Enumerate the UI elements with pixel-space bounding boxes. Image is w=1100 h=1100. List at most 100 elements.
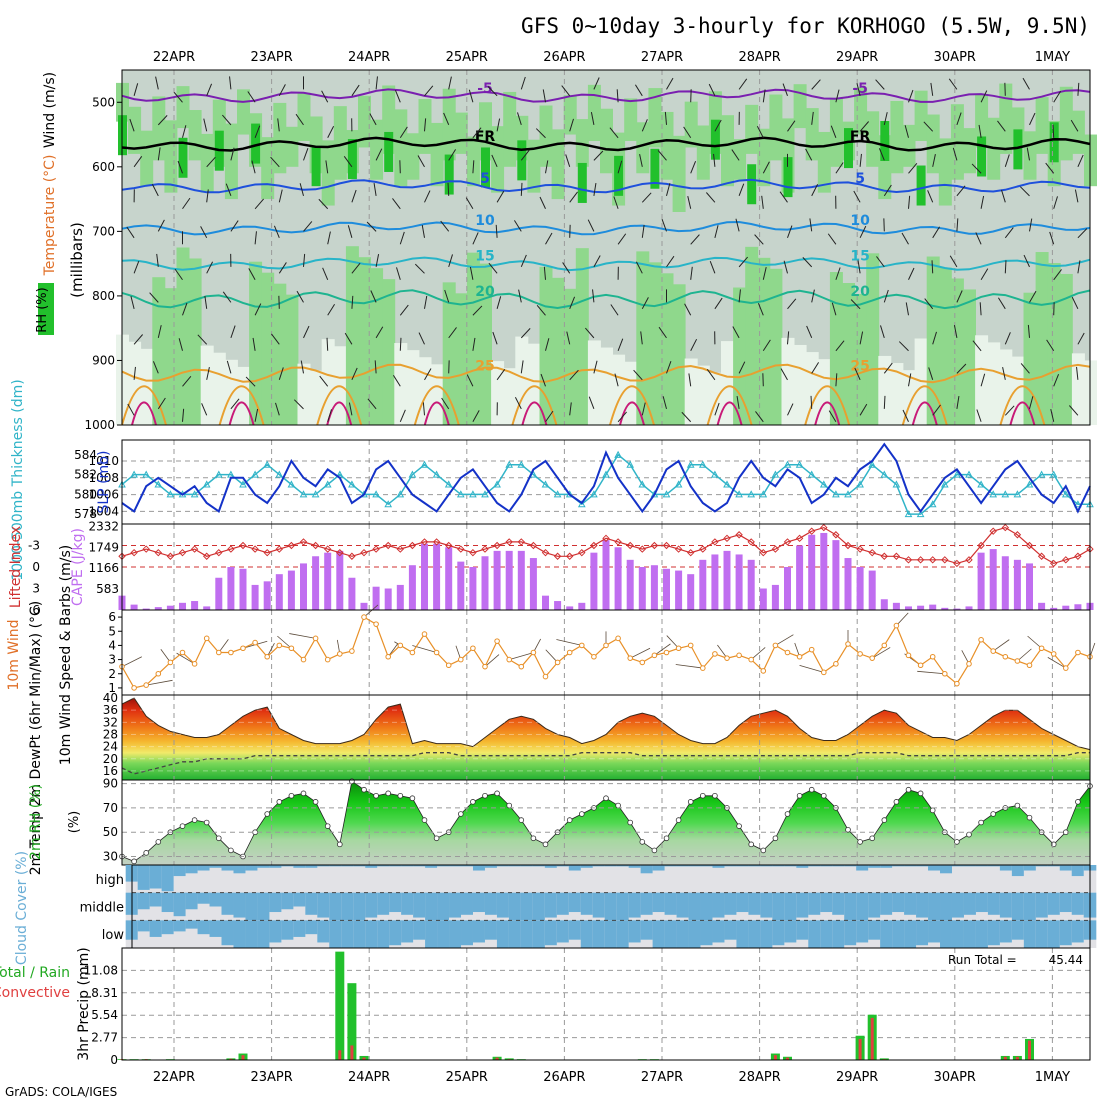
cloud-cell-bg-0 <box>508 865 522 893</box>
wind-barb <box>948 78 958 90</box>
cloud-cell-bg-0 <box>856 865 869 893</box>
isotherm-0 <box>121 88 1091 103</box>
rh-moist-band <box>479 102 492 161</box>
cloud-level-0: high <box>96 873 124 888</box>
wind-barb-10m-74 <box>1017 648 1032 662</box>
lifted-index-point-45 <box>662 541 671 550</box>
rh-point-48 <box>699 792 706 799</box>
cloud-cover-middle-63 <box>880 892 893 915</box>
wind-barb <box>157 115 168 126</box>
wind-barb <box>296 290 304 303</box>
wind-barb <box>151 184 159 197</box>
pressure-axis-title: (millibars) <box>68 222 86 298</box>
wind-barb <box>399 126 408 139</box>
cross-section-panel: 500 600 700 800 900 1000 -5 -5 FR FR 5 5 10 10 15 15 20 2… <box>35 69 1097 432</box>
wind-barb <box>394 90 401 103</box>
wind-barb <box>399 409 406 422</box>
date-label-bottom-2: 24APR <box>348 1070 390 1085</box>
wind-barb <box>545 338 550 351</box>
date-label-bottom-5: 27APR <box>641 1070 683 1085</box>
rh-point-11 <box>252 829 258 836</box>
cloud-cover-high-10 <box>245 865 259 871</box>
cloud-cover-high-2 <box>149 865 163 889</box>
wind-speed-point-70 <box>966 661 972 667</box>
lifted-index-point-74 <box>1013 531 1022 539</box>
thickness-point-27 <box>444 480 453 488</box>
cloud-cover-middle-67 <box>928 892 941 921</box>
rh-moist-column <box>358 257 371 425</box>
cloud-cover-middle-69 <box>951 892 965 918</box>
thickness-point-29 <box>469 490 477 498</box>
wind-barb <box>1029 218 1033 232</box>
wind-barb <box>126 226 135 239</box>
cloud-cover-middle-16 <box>317 892 330 918</box>
wind-barb <box>275 402 280 416</box>
thickness-point-14 <box>287 480 296 488</box>
wind-speed-point-79 <box>1075 649 1081 656</box>
cloud-cover-middle-57 <box>808 892 821 915</box>
rh-saturated-patch <box>783 157 793 198</box>
wind-barb <box>810 395 813 409</box>
thickness-point-45 <box>662 490 671 498</box>
wind-barb <box>295 113 304 126</box>
thickness-point-68 <box>940 480 949 488</box>
wind-barb <box>908 89 914 103</box>
lifted-index-point-17 <box>323 545 332 553</box>
hot-cell-contour <box>521 401 548 426</box>
cloud-cover-middle-37 <box>568 892 582 913</box>
grads-credit: GrADS: COLA/IGES <box>5 1085 117 1099</box>
lifted-index-point-18 <box>336 548 344 557</box>
lifted-index-point-46 <box>674 545 683 553</box>
wind-speed-point-75 <box>1026 662 1033 669</box>
wind-barb-10m-48 <box>675 664 703 669</box>
wind-barb <box>254 408 259 422</box>
wind-barb <box>787 403 794 416</box>
wind-barb <box>424 190 431 203</box>
lifted-index-point-58 <box>820 523 828 532</box>
rh-point-32 <box>506 802 513 809</box>
rh-moist-column <box>539 266 553 425</box>
wind-barb <box>472 305 483 316</box>
lifted-index-point-7 <box>202 552 211 560</box>
precip-axis-title: 3hr Precip (mm) <box>76 947 92 1060</box>
wind-barb <box>1001 189 1006 203</box>
cloud-cover-middle-41 <box>616 892 630 921</box>
cloud-cover-middle-27 <box>449 892 462 918</box>
wind-barb <box>811 79 821 90</box>
wind-barb <box>635 261 643 274</box>
cape-bar-12 <box>263 581 271 610</box>
wind-barb <box>472 337 476 351</box>
wind-barb <box>617 233 627 245</box>
wind-barb <box>835 89 840 103</box>
rh-moist-band <box>297 92 311 141</box>
thickness-point-4 <box>166 490 175 498</box>
wind-speed-point-2 <box>143 682 149 688</box>
lifted-index-point-41 <box>614 538 622 546</box>
wind-barb <box>520 149 530 161</box>
cloud-cell-bg-0 <box>317 865 330 893</box>
wind-barb <box>569 191 578 203</box>
precip-total-rain-label: Total / Rain <box>0 965 70 981</box>
precip-conv-bar-10 <box>241 1055 245 1060</box>
wind-barb <box>980 373 986 387</box>
precip-conv-bar-54 <box>773 1055 777 1060</box>
wind-barb <box>271 333 280 345</box>
cape-bar-13 <box>275 574 283 610</box>
date-label-bottom-3: 25APR <box>446 1070 488 1085</box>
thickness-point-36 <box>553 490 562 498</box>
wind-barb <box>811 184 819 197</box>
cloud-cover-middle-35 <box>544 892 558 918</box>
wind-barb <box>802 257 813 268</box>
rh-moist-band <box>285 126 299 167</box>
dewpoint-line <box>121 752 1090 775</box>
rh-point-63 <box>881 817 888 823</box>
rh-dry-column <box>587 340 601 425</box>
cloud-cover-low-73 <box>999 920 1013 943</box>
cape-bar-34 <box>529 558 537 610</box>
wind-barb <box>805 148 813 161</box>
lifted-index-point-21 <box>372 545 380 553</box>
rh-point-74 <box>1014 802 1021 809</box>
rh-saturated-patch <box>481 147 490 188</box>
lifted-index-point-22 <box>384 541 392 550</box>
cape-bar-64 <box>892 602 900 610</box>
